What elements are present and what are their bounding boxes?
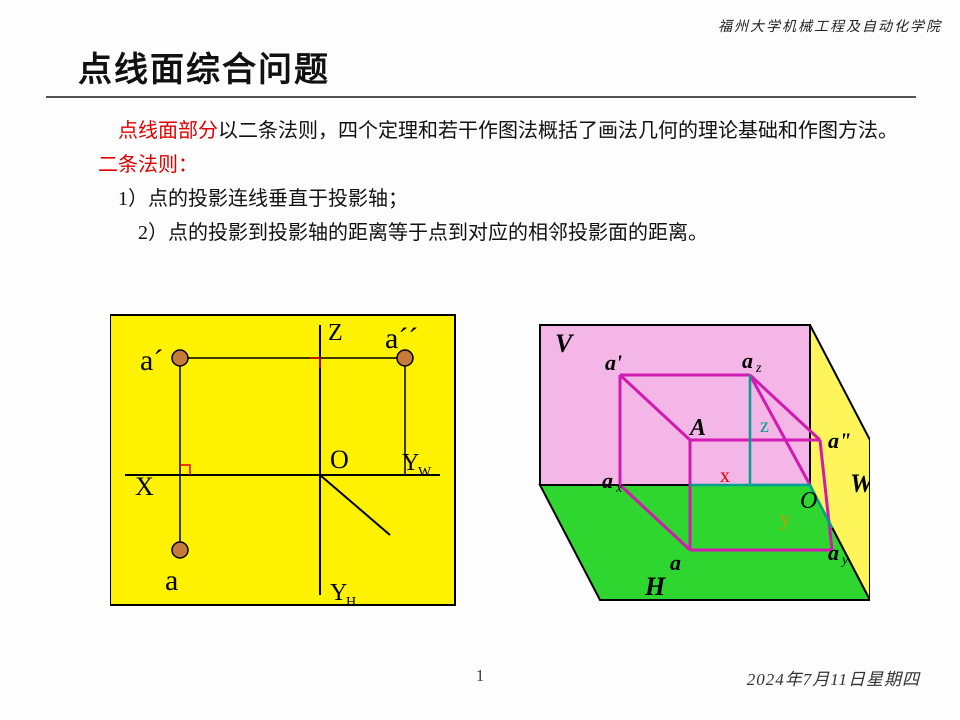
rule-2: 2）点的投影到投影轴的距离等于点到对应的相邻投影面的距离。 bbox=[78, 216, 918, 250]
svg-text:y: y bbox=[840, 553, 849, 568]
rules-label: 二条法则： bbox=[78, 148, 918, 182]
label-O-r: O bbox=[800, 488, 817, 514]
label-a: a bbox=[165, 564, 178, 597]
svg-text:a: a bbox=[602, 468, 613, 493]
label-y: y bbox=[780, 508, 790, 530]
label-X: X bbox=[135, 472, 154, 501]
right-diagram: O V W H a' a" a A a z a x a y x y z bbox=[540, 325, 870, 601]
label-a-pp-r: a" bbox=[828, 428, 851, 453]
institution: 福州大学机械工程及自动化学院 bbox=[718, 16, 942, 36]
svg-text:W: W bbox=[418, 465, 432, 480]
label-W: W bbox=[850, 469, 870, 498]
intro-highlight: 点线面部分 bbox=[118, 120, 218, 142]
label-O: O bbox=[330, 445, 349, 474]
diagram-svg: X Z O Y W Y H a´ a´´ a bbox=[110, 310, 870, 630]
date: 2024年7月11日星期四 bbox=[747, 665, 920, 690]
label-a-pp: a´´ bbox=[385, 322, 418, 355]
label-a-prime-r: a' bbox=[605, 350, 622, 375]
body-text: 点线面部分以二条法则，四个定理和若干作图法概括了画法几何的理论基础和作图方法。 … bbox=[78, 114, 918, 250]
label-V: V bbox=[555, 329, 575, 358]
svg-text:z: z bbox=[755, 361, 762, 376]
label-A: A bbox=[688, 415, 706, 441]
svg-text:a: a bbox=[828, 540, 839, 565]
label-a-prime: a´ bbox=[140, 344, 163, 377]
svg-text:x: x bbox=[615, 481, 623, 496]
intro-rest: 以二条法则，四个定理和若干作图法概括了画法几何的理论基础和作图方法。 bbox=[218, 120, 898, 142]
label-x: x bbox=[720, 465, 730, 487]
label-z: z bbox=[760, 415, 769, 437]
label-Z: Z bbox=[328, 320, 343, 346]
diagrams: X Z O Y W Y H a´ a´´ a bbox=[110, 310, 870, 630]
page-title: 点线面综合问题 bbox=[78, 42, 330, 91]
svg-text:H: H bbox=[346, 595, 356, 610]
label-a-r: a bbox=[670, 550, 681, 575]
label-H: H bbox=[644, 572, 666, 601]
svg-text:Y: Y bbox=[330, 580, 347, 606]
svg-text:Y: Y bbox=[402, 450, 419, 476]
left-diagram: X Z O Y W Y H a´ a´´ a bbox=[110, 315, 455, 610]
divider bbox=[46, 96, 916, 98]
rule-1: 1）点的投影连线垂直于投影轴； bbox=[78, 182, 918, 216]
svg-text:a: a bbox=[742, 348, 753, 373]
